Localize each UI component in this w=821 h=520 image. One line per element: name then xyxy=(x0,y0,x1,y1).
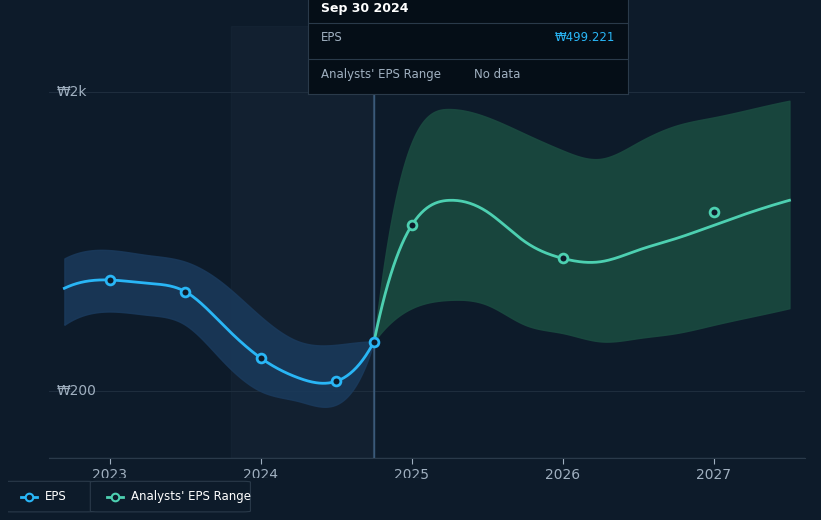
Point xyxy=(330,377,343,385)
Text: ₩499.221: ₩499.221 xyxy=(555,31,615,44)
Point xyxy=(557,254,570,263)
Text: ₩2k: ₩2k xyxy=(57,85,87,99)
FancyBboxPatch shape xyxy=(4,482,94,512)
Text: No data: No data xyxy=(475,69,521,82)
Point xyxy=(393,327,406,335)
Text: Analysts Forecasts: Analysts Forecasts xyxy=(382,45,498,58)
Text: Actual: Actual xyxy=(328,45,366,58)
Text: Analysts' EPS Range: Analysts' EPS Range xyxy=(321,69,441,82)
Text: EPS: EPS xyxy=(321,31,342,44)
Bar xyxy=(231,26,374,458)
FancyBboxPatch shape xyxy=(90,482,250,512)
Text: EPS: EPS xyxy=(45,490,67,503)
Point xyxy=(368,337,381,346)
Text: ₩200: ₩200 xyxy=(57,384,97,398)
Text: Sep 30 2024: Sep 30 2024 xyxy=(321,2,408,15)
Point xyxy=(406,221,419,229)
Point xyxy=(179,288,192,296)
Point xyxy=(103,276,117,284)
Text: Analysts' EPS Range: Analysts' EPS Range xyxy=(131,490,251,503)
Point xyxy=(255,354,268,362)
Point xyxy=(708,208,721,216)
